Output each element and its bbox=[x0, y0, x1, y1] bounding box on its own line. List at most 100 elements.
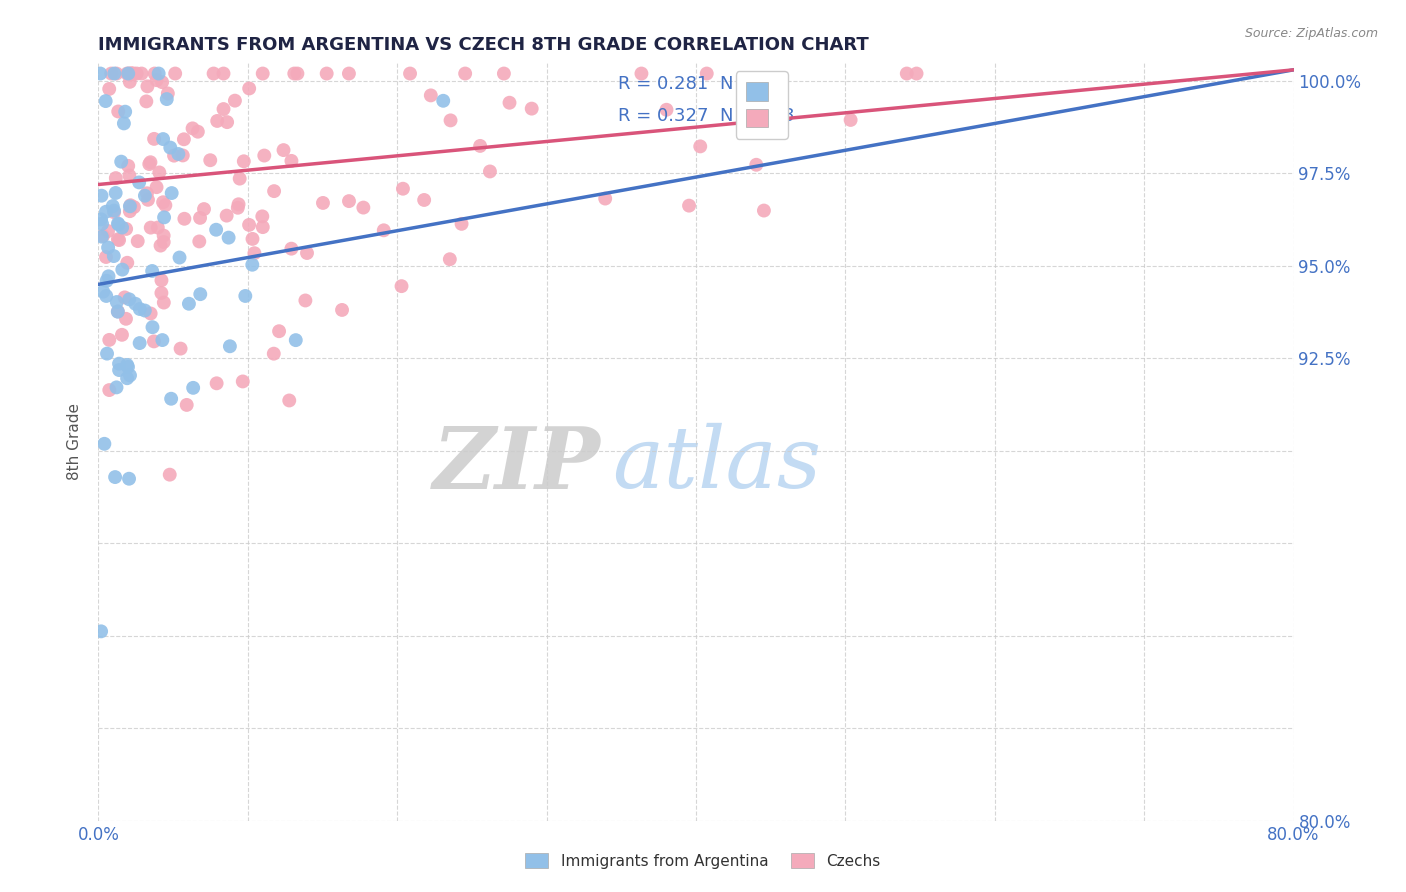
Point bbox=[94, 250, 117, 264]
Point bbox=[91, 217, 114, 231]
Point bbox=[492, 66, 515, 80]
Point bbox=[91, 285, 114, 299]
Point bbox=[439, 252, 461, 267]
Point bbox=[678, 199, 700, 213]
Point bbox=[315, 66, 337, 80]
Point bbox=[252, 210, 274, 224]
Point bbox=[280, 242, 302, 256]
Point bbox=[150, 333, 173, 347]
Point bbox=[330, 302, 353, 317]
Point bbox=[120, 198, 142, 212]
Point bbox=[240, 258, 263, 272]
Point bbox=[160, 392, 183, 406]
Point bbox=[432, 94, 454, 108]
Point bbox=[217, 115, 239, 129]
Point bbox=[337, 194, 360, 208]
Point bbox=[139, 155, 162, 169]
Point bbox=[169, 342, 191, 356]
Point bbox=[152, 235, 174, 249]
Point bbox=[267, 324, 290, 338]
Text: N = 138: N = 138 bbox=[720, 106, 794, 125]
Point bbox=[112, 116, 135, 130]
Point bbox=[188, 287, 211, 301]
Point bbox=[110, 154, 132, 169]
Point bbox=[228, 197, 250, 211]
Point bbox=[145, 180, 167, 194]
Point bbox=[115, 371, 138, 385]
Point bbox=[173, 132, 195, 146]
Point bbox=[107, 232, 129, 246]
Point bbox=[155, 198, 177, 212]
Point bbox=[278, 393, 301, 408]
Point bbox=[520, 102, 543, 116]
Y-axis label: 8th Grade: 8th Grade bbox=[67, 403, 83, 480]
Point bbox=[96, 289, 118, 303]
Point bbox=[124, 297, 146, 311]
Point bbox=[107, 218, 129, 232]
Point bbox=[226, 201, 249, 215]
Point bbox=[159, 467, 181, 482]
Point bbox=[156, 87, 179, 101]
Point bbox=[283, 66, 305, 80]
Text: atlas: atlas bbox=[613, 423, 821, 506]
Text: ZIP: ZIP bbox=[433, 423, 600, 506]
Point bbox=[96, 274, 118, 288]
Point bbox=[103, 205, 125, 219]
Point bbox=[122, 200, 145, 214]
Point bbox=[740, 99, 762, 113]
Point bbox=[630, 66, 652, 80]
Point bbox=[108, 233, 131, 247]
Point bbox=[752, 203, 775, 218]
Point bbox=[205, 376, 228, 391]
Point bbox=[103, 66, 125, 80]
Point bbox=[118, 66, 141, 80]
Point bbox=[218, 230, 240, 244]
Text: N = 69: N = 69 bbox=[720, 75, 783, 93]
Point bbox=[103, 249, 125, 263]
Point bbox=[143, 132, 166, 146]
Point bbox=[118, 199, 141, 213]
Point bbox=[97, 269, 120, 284]
Point bbox=[169, 251, 191, 265]
Point bbox=[165, 66, 187, 80]
Point bbox=[152, 228, 174, 243]
Point bbox=[136, 79, 159, 94]
Point bbox=[105, 295, 128, 310]
Point bbox=[163, 148, 186, 162]
Point bbox=[108, 357, 131, 371]
Point bbox=[150, 273, 173, 287]
Point bbox=[839, 112, 862, 127]
Point bbox=[212, 102, 235, 116]
Point bbox=[150, 285, 173, 300]
Point bbox=[105, 66, 128, 80]
Point bbox=[193, 202, 215, 216]
Point bbox=[200, 153, 222, 168]
Point bbox=[439, 113, 461, 128]
Point bbox=[188, 235, 211, 249]
Point bbox=[228, 171, 250, 186]
Point bbox=[188, 211, 211, 225]
Point bbox=[94, 94, 117, 108]
Point bbox=[232, 154, 254, 169]
Point bbox=[263, 184, 285, 198]
Point bbox=[655, 103, 678, 117]
Point bbox=[148, 66, 170, 80]
Point bbox=[115, 358, 138, 372]
Point bbox=[91, 228, 114, 243]
Point bbox=[352, 201, 374, 215]
Point bbox=[90, 229, 112, 244]
Point bbox=[232, 375, 254, 389]
Point bbox=[104, 171, 127, 186]
Point bbox=[115, 222, 138, 236]
Point bbox=[115, 311, 138, 326]
Point bbox=[128, 336, 150, 351]
Point bbox=[152, 195, 174, 210]
Point bbox=[118, 368, 141, 383]
Point bbox=[215, 209, 238, 223]
Point bbox=[253, 148, 276, 162]
Point bbox=[149, 238, 172, 252]
Point bbox=[153, 211, 176, 225]
Point bbox=[98, 82, 121, 96]
Point bbox=[252, 220, 274, 235]
Point bbox=[280, 153, 302, 168]
